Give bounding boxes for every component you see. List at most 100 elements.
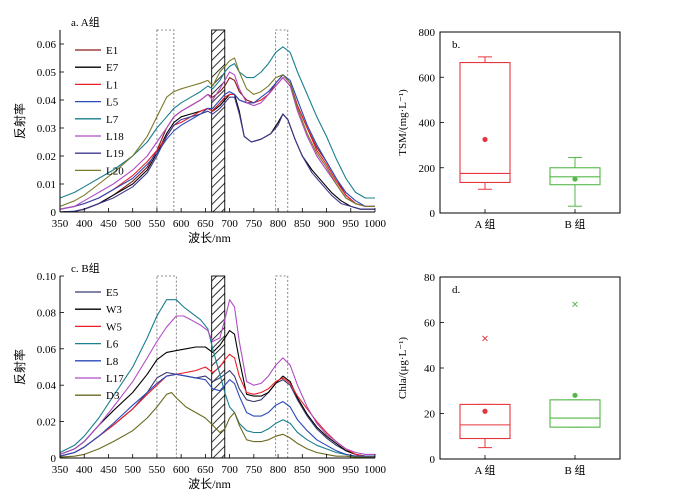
x-tick-label: 650 <box>197 464 214 476</box>
outlier-marker <box>572 301 578 308</box>
x-tick-label: 600 <box>173 218 190 230</box>
x-tick-label: 400 <box>76 218 93 230</box>
x-tick-label: 800 <box>270 464 287 476</box>
y-tick-label: 0.08 <box>37 307 57 319</box>
y-tick-label: 400 <box>419 118 436 130</box>
legend-label-w3: W3 <box>106 304 122 316</box>
x-tick-label: 850 <box>294 464 311 476</box>
x-tick-label: 850 <box>294 218 311 230</box>
series-line-l19 <box>59 96 375 213</box>
dotted-window-box <box>156 275 177 459</box>
x-axis-label: 波长/nm <box>188 231 231 245</box>
dotted-window-box <box>156 29 175 213</box>
y-tick-label: 0 <box>430 208 436 220</box>
legend-label-w5: W5 <box>106 321 122 333</box>
x-tick-label: 450 <box>100 464 117 476</box>
y-tick-label: 0.04 <box>37 95 57 107</box>
mean-marker <box>482 408 488 414</box>
legend-label-e5: E5 <box>106 287 119 299</box>
x-tick-label: 700 <box>221 464 238 476</box>
box-a-group <box>459 56 511 190</box>
y-tick-label: 0.03 <box>37 123 57 135</box>
legend-label-e7: E7 <box>106 62 119 74</box>
legend-label-l5: L5 <box>106 97 119 109</box>
legend-label-l17: L17 <box>106 373 124 385</box>
iqr-box <box>549 167 601 186</box>
y-axis-label: Chla/(μg·L⁻¹) <box>397 337 409 399</box>
panel-b-tsm-boxplot: 0 200 400 600 800 A 组 B 组 b. TSM/(mg·L⁻¹) <box>397 27 621 231</box>
y-tick-label: 0.06 <box>37 39 57 51</box>
x-category-label: A 组 <box>474 217 495 231</box>
y-axis-label: 反射率 <box>12 103 27 139</box>
y-tick-label: 200 <box>419 163 436 175</box>
panel-title: b. <box>452 39 461 51</box>
x-tick-label: 700 <box>221 218 238 230</box>
series-line-w5 <box>59 353 375 457</box>
series-line-e5 <box>59 370 375 457</box>
y-axis-label: 反射率 <box>12 349 27 385</box>
box-a-group <box>459 335 511 449</box>
y-tick-label: 600 <box>419 72 436 84</box>
series-line-e1 <box>59 74 375 213</box>
x-tick-label: 1000 <box>364 218 387 230</box>
series-line-l6 <box>59 299 375 457</box>
y-axis-label: TSM/(mg·L⁻¹) <box>397 89 409 156</box>
x-tick-label: 950 <box>343 464 360 476</box>
panel-c-reflectance-chart: 350 400 450 500 550 600 650 700 750 800 850 900 950 1… <box>12 261 387 491</box>
iqr-box <box>459 61 511 184</box>
x-tick-label: 400 <box>76 464 93 476</box>
iqr-box <box>549 399 601 428</box>
x-category-label: B 组 <box>564 217 585 231</box>
legend-label-l7: L7 <box>106 114 119 126</box>
y-tick-label: 0.01 <box>37 179 56 191</box>
legend-label-l20: L20 <box>106 165 124 177</box>
x-tick-label: 350 <box>52 464 69 476</box>
outlier-marker <box>482 335 488 342</box>
y-tick-label: 60 <box>424 318 436 330</box>
legend: E1 E7 L1 L5 L7 L18 L19 L20 <box>75 45 124 177</box>
x-tick-label: 750 <box>246 464 263 476</box>
x-tick-label: 1000 <box>364 464 387 476</box>
x-tick-label: 750 <box>246 218 263 230</box>
x-tick-label: 500 <box>124 464 141 476</box>
dotted-window-box <box>275 275 289 459</box>
legend-label-d3: D3 <box>106 390 120 402</box>
series-line-l5 <box>59 74 375 210</box>
y-tick-label: 40 <box>424 363 436 375</box>
series-line-d3 <box>59 391 375 458</box>
y-tick-label: 800 <box>419 27 436 39</box>
x-tick-label: 500 <box>124 218 141 230</box>
x-category-label: B 组 <box>564 463 585 477</box>
x-tick-label: 900 <box>318 464 335 476</box>
y-tick-label: 0.06 <box>37 344 57 356</box>
x-axis-label: 波长/nm <box>188 477 231 491</box>
mean-marker <box>572 176 578 182</box>
series-line-l8 <box>59 373 375 457</box>
dotted-window-box <box>275 29 289 213</box>
x-tick-label: 600 <box>173 464 190 476</box>
legend-label-l6: L6 <box>106 339 119 351</box>
hatched-absorption-band <box>211 29 226 213</box>
series-line-l17 <box>59 299 375 455</box>
series-line-l7 <box>59 46 375 199</box>
box-b-group <box>549 157 601 207</box>
y-tick-label: 0.02 <box>37 417 56 429</box>
x-tick-label: 550 <box>149 464 166 476</box>
y-tick-label: 0.04 <box>37 380 57 392</box>
x-category-label: A 组 <box>474 463 495 477</box>
legend-label-l1: L1 <box>106 79 118 91</box>
x-tick-label: 800 <box>270 218 287 230</box>
panel-title: d. <box>452 284 461 296</box>
x-tick-label: 350 <box>52 218 69 230</box>
box-b-group <box>549 301 601 428</box>
series-line-l18 <box>59 71 375 210</box>
panel-title: c. B组 <box>71 261 100 275</box>
legend-label-l18: L18 <box>106 131 124 143</box>
x-tick-label: 450 <box>100 218 117 230</box>
y-tick-label: 0.10 <box>37 271 57 283</box>
y-tick-label: 20 <box>424 409 436 421</box>
y-tick-label: 0.05 <box>37 67 57 79</box>
x-tick-label: 950 <box>343 218 360 230</box>
y-tick-label: 80 <box>424 272 436 284</box>
